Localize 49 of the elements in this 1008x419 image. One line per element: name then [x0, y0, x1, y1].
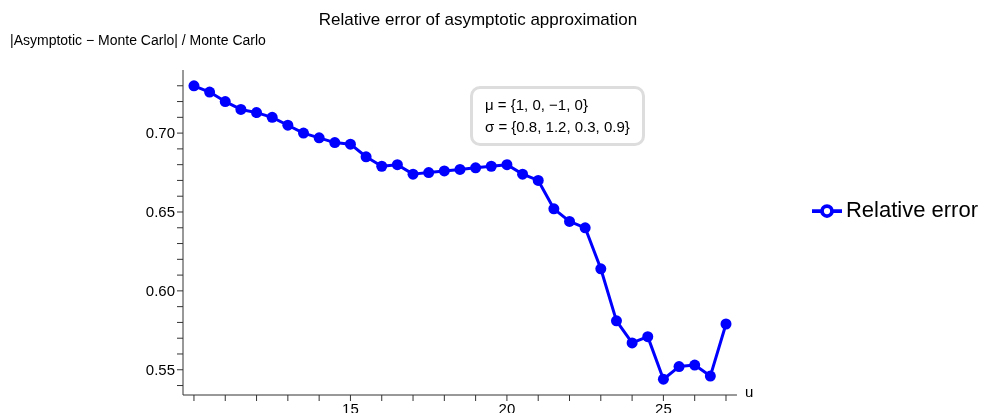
- point: [564, 215, 576, 227]
- point: [219, 96, 231, 108]
- point: [704, 370, 716, 382]
- point: [595, 263, 607, 275]
- point: [266, 111, 278, 123]
- point: [297, 127, 309, 139]
- point: [407, 168, 419, 180]
- point: [657, 373, 669, 385]
- point: [188, 80, 200, 92]
- point: [454, 163, 466, 175]
- legend-label: Relative error: [845, 196, 978, 222]
- x-axis-title: u: [744, 383, 754, 401]
- y-tick-label: 0.55: [145, 361, 175, 379]
- point: [501, 159, 513, 171]
- point: [673, 361, 685, 373]
- point: [485, 160, 497, 172]
- point: [689, 359, 701, 371]
- y-tick-label: 0.65: [145, 203, 175, 221]
- point: [391, 159, 403, 171]
- point: [344, 138, 356, 150]
- point: [548, 203, 560, 215]
- annotation: σ = {0.8, 1.2, 0.3, 0.9}: [485, 117, 630, 137]
- point: [329, 137, 341, 149]
- point: [642, 331, 654, 343]
- point: [282, 119, 294, 131]
- point: [720, 318, 732, 330]
- point: [470, 162, 482, 174]
- point: [376, 160, 388, 172]
- y-tick-label: 0.70: [145, 124, 175, 142]
- point: [313, 132, 325, 144]
- point: [251, 107, 263, 119]
- x-tick-label: 15: [342, 399, 359, 417]
- point: [438, 165, 450, 177]
- y-axis-title: |Asymptotic − Monte Carlo| / Monte Carlo: [10, 32, 266, 48]
- point: [610, 315, 622, 327]
- note-box: μ = {1, 0, −1, 0} σ = {0.8, 1.2, 0.3, 0.9}: [470, 86, 645, 146]
- x-tick-label: 25: [655, 399, 672, 417]
- point: [360, 151, 372, 163]
- point: [204, 86, 216, 98]
- point: [423, 167, 435, 179]
- point: [517, 168, 529, 180]
- annotation: μ = {1, 0, −1, 0}: [485, 95, 589, 115]
- point: [626, 337, 638, 349]
- chart-title: Relative error of asymptotic approximation: [317, 10, 639, 30]
- point: [579, 222, 591, 234]
- x-tick-label: 20: [498, 399, 516, 417]
- point: [532, 174, 544, 186]
- point: [235, 103, 247, 115]
- y-tick-label: 0.60: [145, 282, 175, 300]
